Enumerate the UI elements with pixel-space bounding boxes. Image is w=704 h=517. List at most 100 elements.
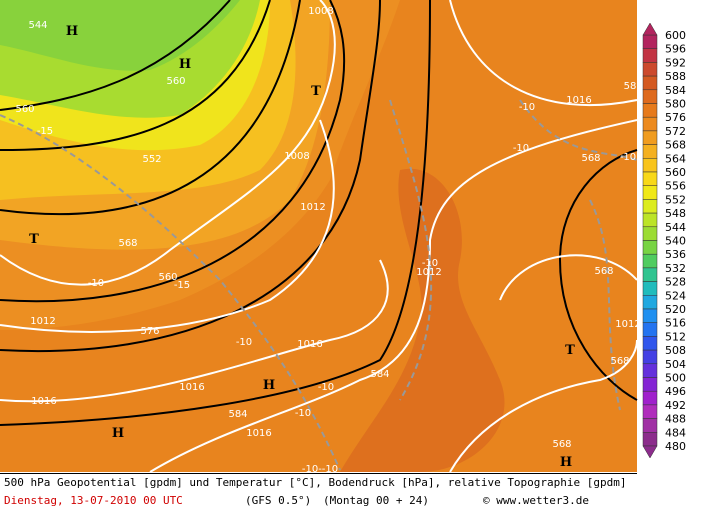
contour-label: -10 <box>88 278 104 289</box>
colorbar-label: 516 <box>665 317 686 330</box>
footer-model: (GFS 0.5°) <box>245 494 311 507</box>
colorbar-swatch <box>642 212 658 228</box>
pressure-center: T <box>565 343 575 358</box>
pressure-center: H <box>112 426 124 441</box>
contour-label: -10 <box>295 408 311 419</box>
contour-label: -10 <box>318 382 334 393</box>
colorbar-label: 532 <box>665 262 686 275</box>
contour-label: 1016 <box>179 382 204 393</box>
colorbar-label: 568 <box>665 139 686 152</box>
colorbar-label: 552 <box>665 193 686 206</box>
colorbar-swatch <box>642 226 658 241</box>
contour-label: 1012 <box>30 316 55 327</box>
colorbar-label: 508 <box>665 344 686 357</box>
colorbar-label: 496 <box>665 385 686 398</box>
colorbar-label: 484 <box>665 426 686 439</box>
contour-label: 584 <box>228 409 247 420</box>
isobars <box>0 0 638 403</box>
colorbar-swatch <box>642 34 658 49</box>
colorbar-label: 580 <box>665 98 686 111</box>
contour-label: 1016 <box>566 95 591 106</box>
zone-544 <box>0 0 240 71</box>
contour-label: 584 <box>370 369 389 380</box>
colorbar-tip-top <box>642 22 658 36</box>
colorbar-label: 524 <box>665 289 686 302</box>
contour-label: -10--10 <box>302 464 338 475</box>
contour-label: 568 <box>594 266 613 277</box>
contour-label: 568 <box>581 153 600 164</box>
temperature-lines <box>0 99 638 471</box>
pressure-center: H <box>179 57 191 72</box>
footer-description: 500 hPa Geopotential [gpdm] und Temperat… <box>4 476 627 489</box>
colorbar-label: 520 <box>665 303 686 316</box>
colorbar-swatch <box>642 363 658 378</box>
colorbar-swatch <box>642 281 658 296</box>
colorbar-swatch <box>642 103 658 118</box>
colorbar-swatch <box>642 418 658 433</box>
contour-label: 560 <box>15 104 34 115</box>
contour-label: -10 <box>422 258 438 269</box>
contour-label: 568 <box>610 356 629 367</box>
colorbar-label: 564 <box>665 152 686 165</box>
contour-label: 1016 <box>246 428 271 439</box>
pressure-center: H <box>263 378 275 393</box>
colorbar-swatch <box>642 199 658 214</box>
pressure-center: T <box>311 84 321 99</box>
colorbar-swatch <box>642 336 658 351</box>
colorbar-swatch <box>642 130 658 145</box>
colorbar-swatch <box>642 48 658 63</box>
colorbar-label: 480 <box>665 440 686 453</box>
colorbar-label: 544 <box>665 221 686 234</box>
colorbar-swatch <box>642 185 658 200</box>
contour-label: 552 <box>142 154 161 165</box>
zone-580 <box>340 168 505 473</box>
contour-label: 1012 <box>300 202 325 213</box>
contour-label: 576 <box>140 326 159 337</box>
footer-source: © www.wetter3.de <box>483 494 589 507</box>
contour-label: 1012 <box>416 267 441 278</box>
colorbar-label: 592 <box>665 56 686 69</box>
colorbar-label: 572 <box>665 125 686 138</box>
colorbar-swatch <box>642 349 658 365</box>
colorbar-label: 584 <box>665 84 686 97</box>
colorbar-swatch <box>642 308 658 323</box>
colorbar-label: 560 <box>665 166 686 179</box>
contour-label: 560 <box>166 76 185 87</box>
colorbar-label: 556 <box>665 180 686 193</box>
colorbar-swatch <box>642 75 658 91</box>
colorbar-swatch <box>642 432 658 447</box>
contour-label: -15 <box>37 126 53 137</box>
isohypses <box>0 0 638 426</box>
contour-label: 1008 <box>284 151 309 162</box>
colorbar-swatch <box>642 62 658 77</box>
contour-label: -10 <box>236 337 252 348</box>
contour-label: 560 <box>158 272 177 283</box>
pressure-center: H <box>66 24 78 39</box>
colorbar-swatch <box>642 240 658 255</box>
colorbar-swatch <box>642 253 658 269</box>
pressure-center: H <box>560 455 572 470</box>
colorbar-label: 488 <box>665 413 686 426</box>
colorbar-label: 536 <box>665 248 686 261</box>
colorbar-label: 548 <box>665 207 686 220</box>
colorbar-swatch <box>642 295 658 310</box>
contour-label: 1016 <box>297 339 322 350</box>
colorbar-swatch <box>642 390 658 406</box>
colorbar-label: 540 <box>665 235 686 248</box>
contour-label: 1008 <box>308 6 333 17</box>
colorbar-label: 600 <box>665 29 686 42</box>
colorbar-swatch <box>642 377 658 392</box>
contour-label: -15 <box>174 280 190 291</box>
contour-label: 1012 <box>615 319 640 330</box>
colorbar-swatch <box>642 267 658 282</box>
map <box>0 0 638 473</box>
contour-label: 568 <box>552 439 571 450</box>
colorbar-label: 504 <box>665 358 686 371</box>
contour-label: -10 <box>519 102 535 113</box>
colorbar: 6005965925885845805765725685645605565525… <box>642 22 686 459</box>
footer-forecast: (Montag 00 + 24) <box>323 494 429 507</box>
footer-date: Dienstag, 13-07-2010 00 UTC <box>4 494 183 507</box>
contour-label: -10 <box>513 143 529 154</box>
